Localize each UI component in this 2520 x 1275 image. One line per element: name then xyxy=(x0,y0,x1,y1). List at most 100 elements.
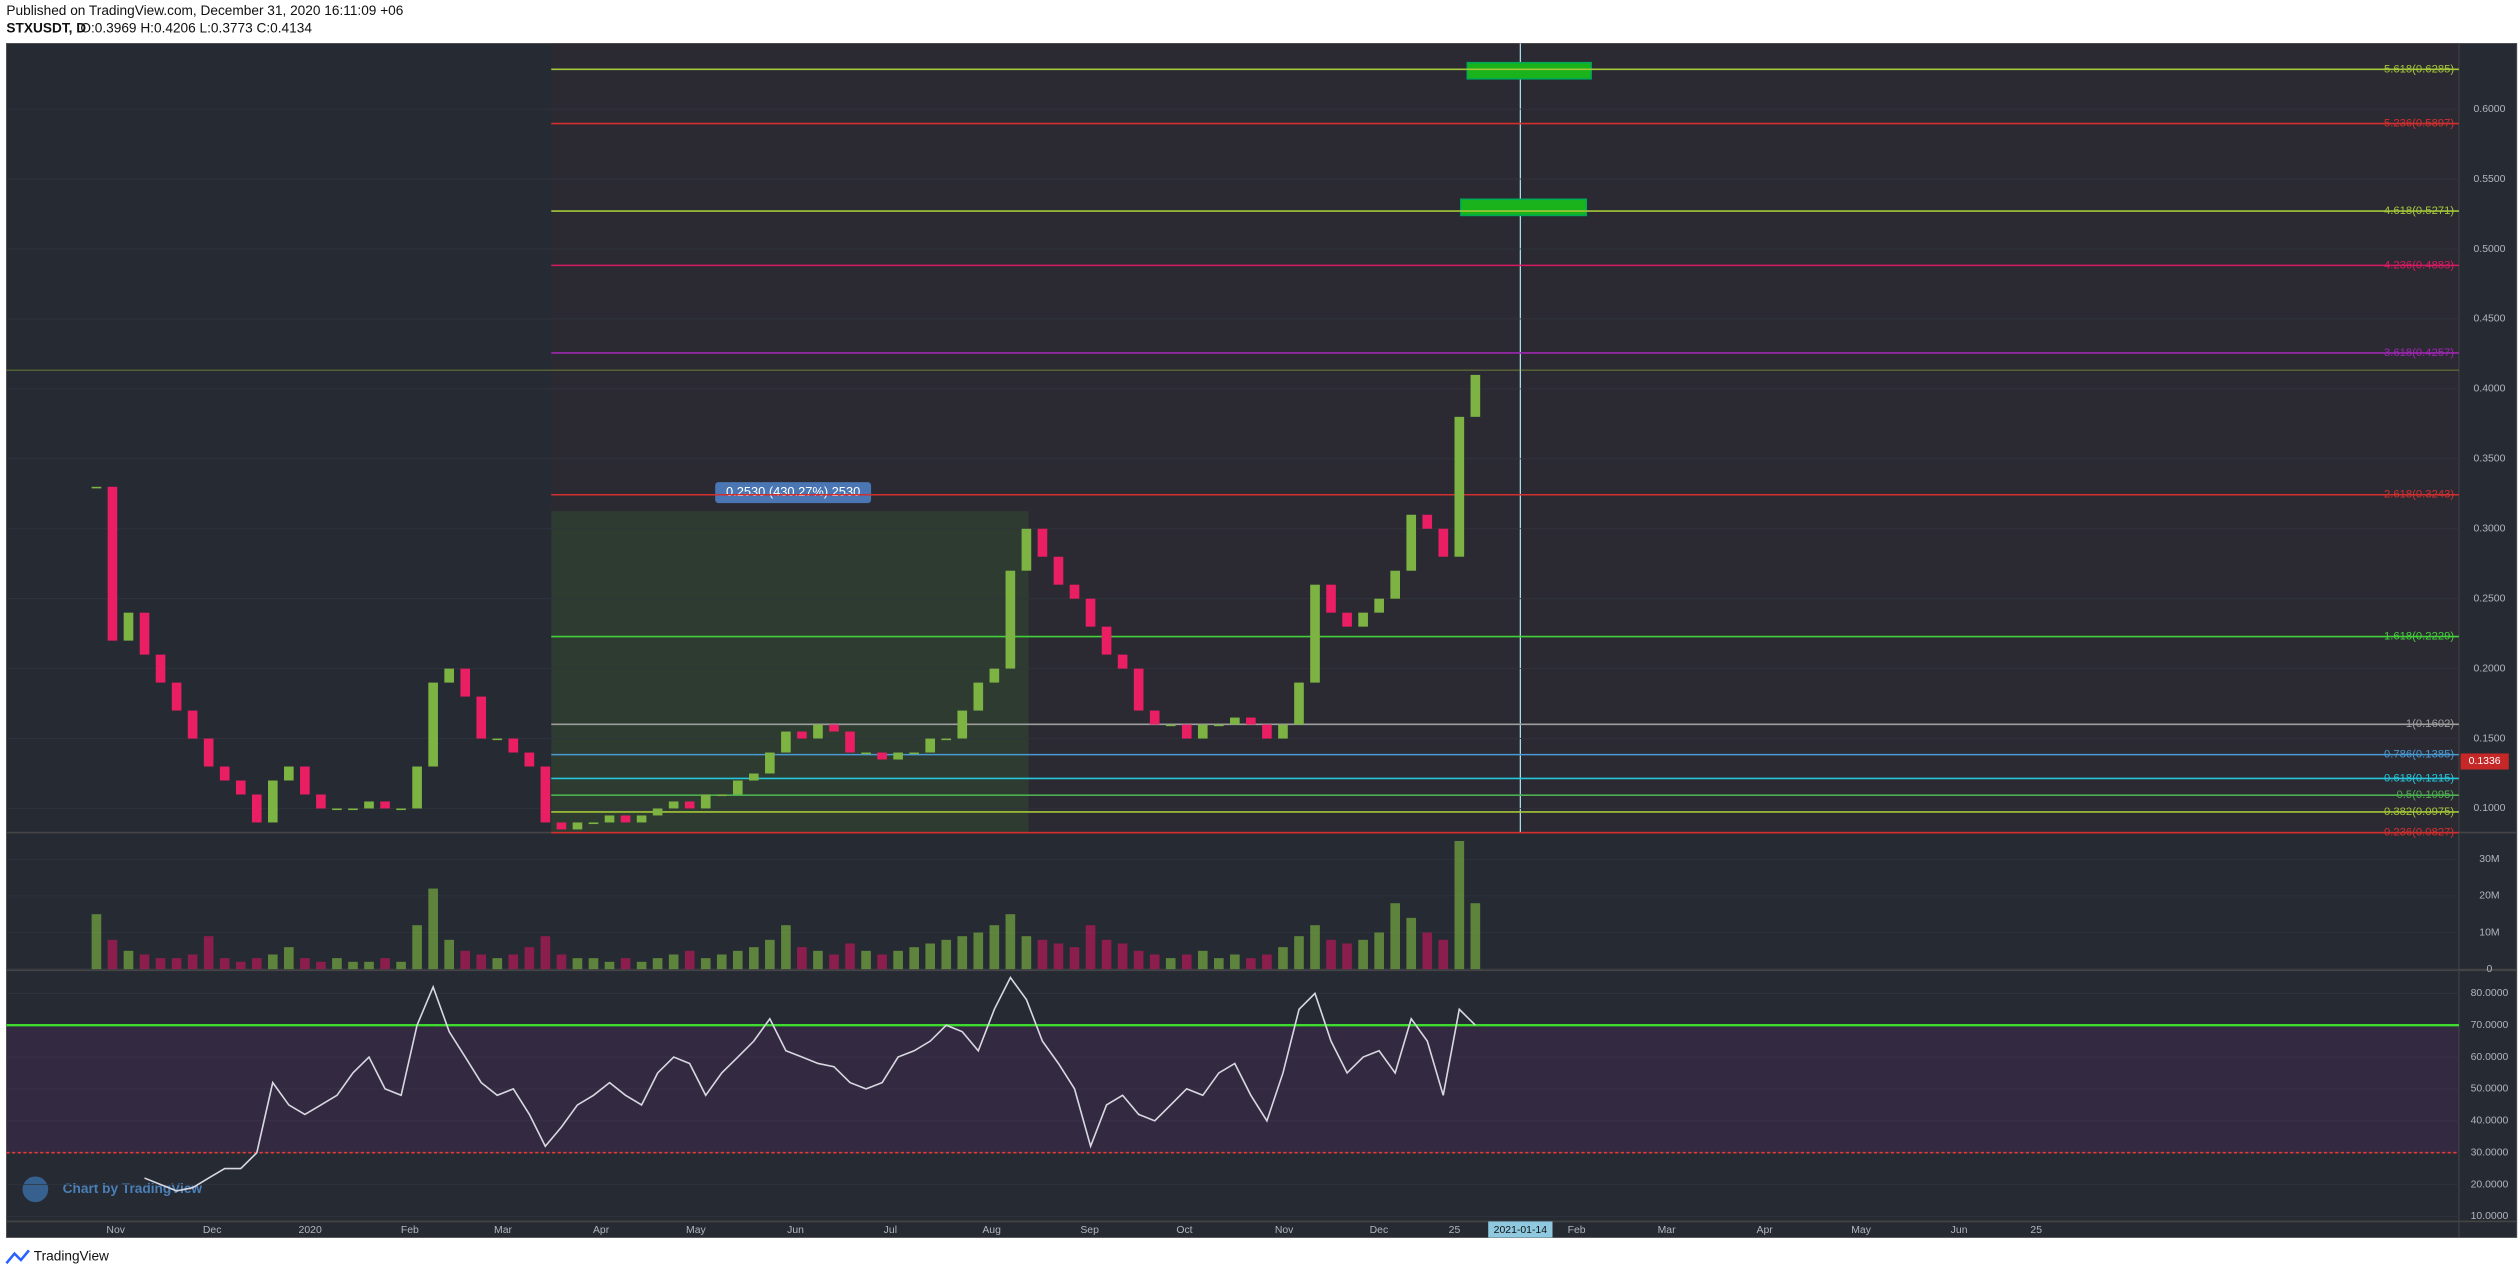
x-tick-label: Feb xyxy=(1568,1225,1586,1236)
price-marker-box xyxy=(2460,753,2509,770)
x-tick-label: Mar xyxy=(1658,1225,1676,1236)
y-tick-label: 0.2500 xyxy=(2473,593,2505,604)
volume-bar xyxy=(1262,954,1272,970)
x-tick-label: 25 xyxy=(2030,1225,2042,1236)
volume-bar xyxy=(332,958,342,970)
y-tick-label: 10M xyxy=(2479,927,2499,938)
y-tick-label: 10.0000 xyxy=(2471,1211,2509,1222)
candle xyxy=(732,780,743,795)
volume-bar xyxy=(668,954,679,970)
candle xyxy=(1197,724,1208,739)
volume-bar xyxy=(973,932,984,970)
volume-bar xyxy=(380,958,390,970)
candle xyxy=(1053,556,1064,585)
volume-bar xyxy=(476,954,487,970)
candle xyxy=(877,752,887,760)
watermark: Chart by TradingView xyxy=(63,1181,203,1196)
volume-bar xyxy=(1342,943,1352,970)
volume-bar xyxy=(460,950,471,970)
target-box xyxy=(1466,61,1592,80)
volume-bar xyxy=(1149,954,1160,970)
candle xyxy=(556,822,567,830)
fib-label: 0.5(0.1095) xyxy=(2397,789,2455,801)
candle xyxy=(300,766,310,795)
volume-bar xyxy=(284,947,294,970)
volume-bar xyxy=(1278,947,1288,970)
volume-bar xyxy=(1358,939,1368,970)
volume-bar xyxy=(524,947,535,970)
candle xyxy=(524,752,535,767)
candle xyxy=(893,752,903,760)
volume-bar xyxy=(428,888,438,970)
y-tick-label: 20.0000 xyxy=(2471,1179,2509,1190)
volume-bar xyxy=(364,961,374,970)
volume-bar xyxy=(1101,939,1112,970)
candle xyxy=(1374,598,1384,613)
candle xyxy=(107,486,118,641)
x-tick-label: Sep xyxy=(1080,1225,1099,1236)
candle xyxy=(251,794,262,823)
volume-bar xyxy=(1069,947,1080,970)
volume-bar xyxy=(652,958,663,970)
candle xyxy=(861,752,871,755)
volume-bar xyxy=(155,958,166,970)
candle xyxy=(989,668,1000,683)
x-tick-label: 25 xyxy=(1449,1225,1461,1236)
candle xyxy=(1422,514,1433,529)
y-tick-label: 0.3500 xyxy=(2473,454,2505,465)
volume-bar xyxy=(444,939,454,970)
volume-bar xyxy=(203,936,214,970)
y-tick-label: 70.0000 xyxy=(2471,1020,2509,1031)
x-tick-label: May xyxy=(1851,1225,1871,1236)
candle xyxy=(267,780,278,823)
candle xyxy=(139,612,150,655)
volume-bar xyxy=(1213,958,1224,970)
candle xyxy=(829,724,839,732)
candle xyxy=(1470,374,1481,417)
fib-label: 4.236(0.4883) xyxy=(2384,259,2454,271)
candle xyxy=(668,801,679,809)
volume-bar xyxy=(781,925,791,970)
candle xyxy=(1149,710,1160,725)
volume-bar xyxy=(556,954,567,970)
volume-bar xyxy=(396,961,406,970)
candle xyxy=(316,794,326,809)
candle xyxy=(845,731,855,753)
x-tick-label: Aug xyxy=(982,1225,1001,1236)
y-tick-label: 0.6000 xyxy=(2473,104,2505,115)
candle xyxy=(1278,724,1288,739)
candle xyxy=(1117,654,1128,669)
volume-bar xyxy=(300,958,310,970)
ohlc: O:0.3969 H:0.4206 L:0.3773 C:0.4134 xyxy=(80,21,312,36)
candle xyxy=(909,752,919,755)
y-tick-label: 40.0000 xyxy=(2471,1116,2509,1127)
volume-bar xyxy=(1181,954,1192,970)
volume-bar xyxy=(316,961,326,970)
volume-bar xyxy=(1294,936,1304,970)
measure-label-box xyxy=(715,482,872,504)
volume-bar xyxy=(1021,936,1032,970)
volume-bar xyxy=(941,939,952,970)
volume-bar xyxy=(1470,903,1481,970)
volume-bar xyxy=(1438,939,1449,970)
fib-label: 1(0.1602) xyxy=(2406,718,2454,730)
candle xyxy=(428,682,438,767)
candle xyxy=(492,738,503,741)
volume-bar xyxy=(1374,932,1384,970)
volume-bar xyxy=(1230,954,1240,970)
candle xyxy=(604,815,615,823)
candle xyxy=(460,668,471,697)
volume-bar xyxy=(572,958,583,970)
volume-bar xyxy=(700,958,711,970)
fib-label: 2.618(0.3243) xyxy=(2384,489,2454,501)
y-tick-label: 0.4000 xyxy=(2473,384,2505,395)
volume-bar xyxy=(107,939,118,970)
fib-label: 0.382(0.0975) xyxy=(2384,806,2454,818)
volume-bar xyxy=(732,950,743,970)
x-tick-label: Jul xyxy=(884,1225,897,1236)
volume-bar xyxy=(139,954,150,970)
volume-bar xyxy=(877,954,887,970)
volume-bar xyxy=(604,961,615,970)
volume-bar xyxy=(749,947,759,970)
